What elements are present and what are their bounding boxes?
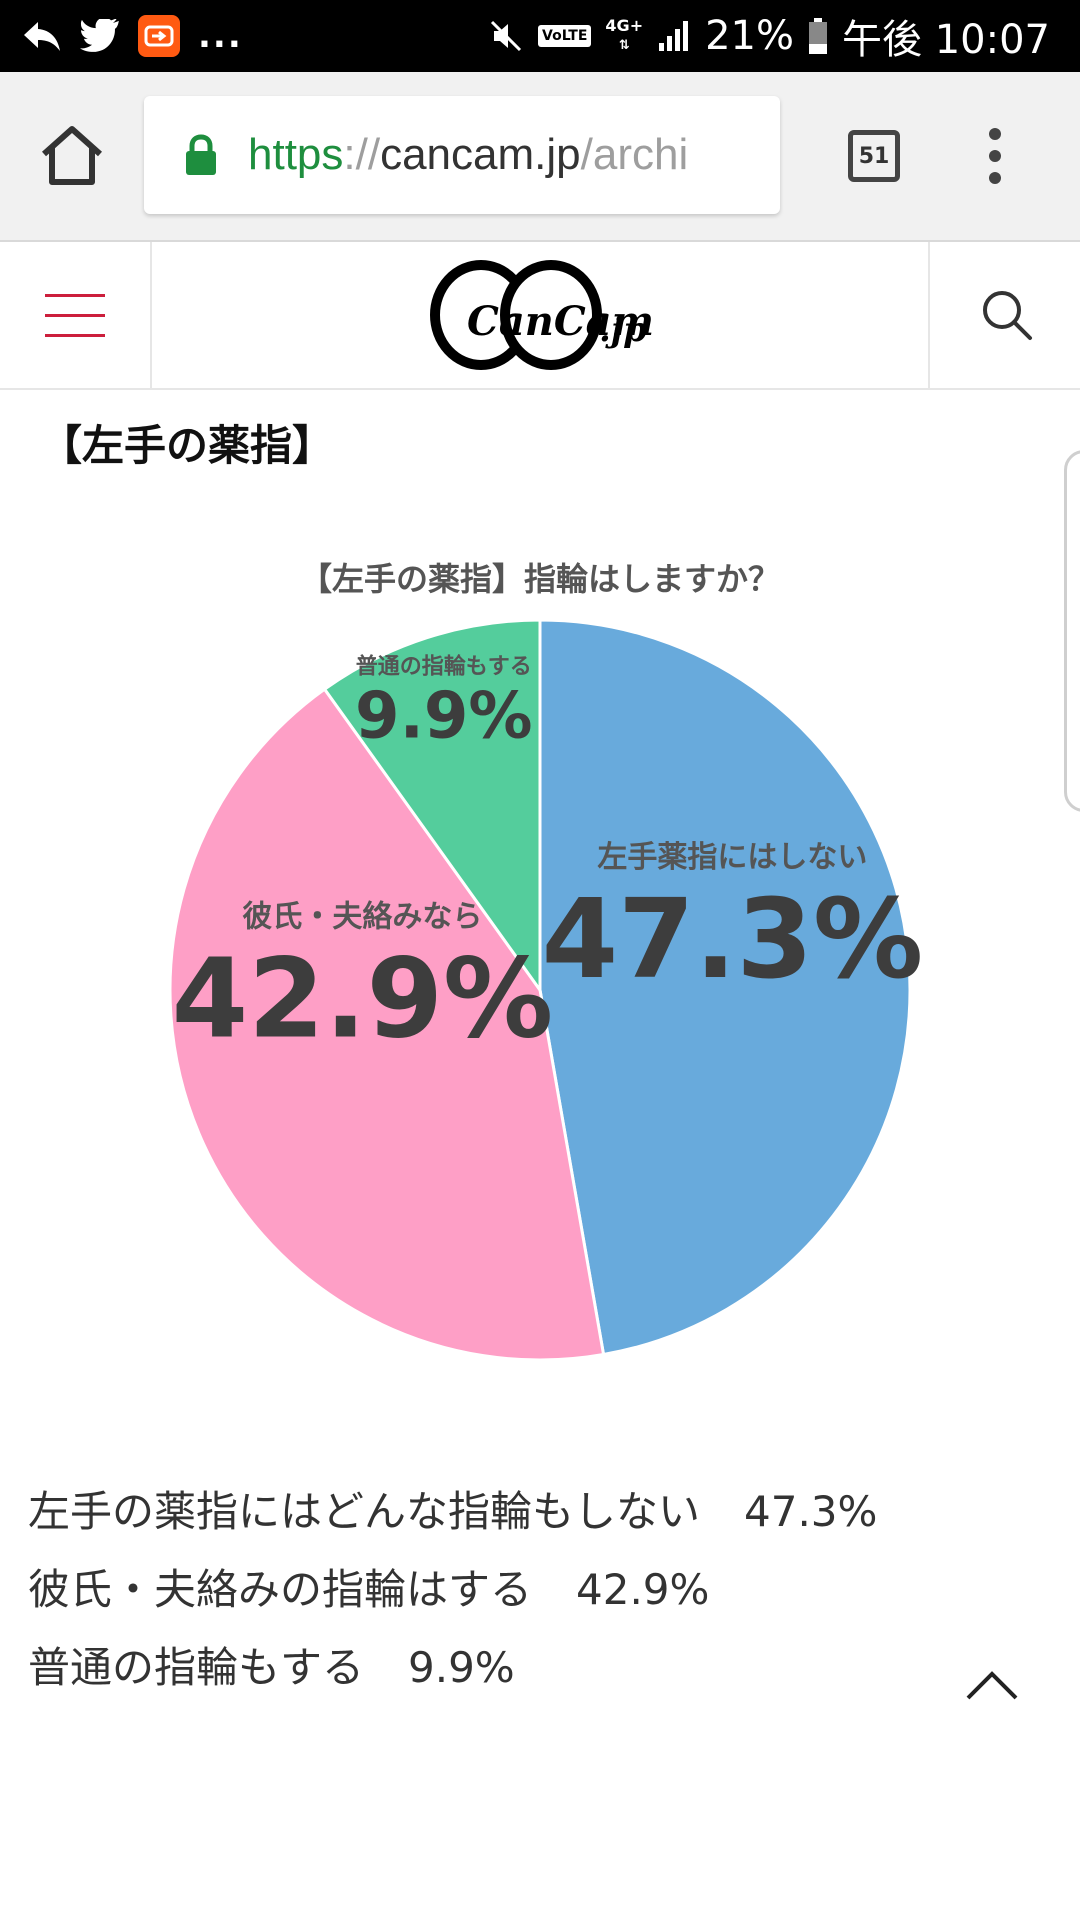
slice-value-3: 9.9% [355, 680, 533, 754]
slice-label-3: 普通の指輪もする [356, 654, 532, 680]
pie-chart: 【左手の薬指】指輪はしますか？ 左手薬指にはしない 47.3% 彼氏・夫絡みなら 42.… [0, 540, 1080, 1362]
url-text: https://cancam.jp/archi [248, 130, 689, 179]
result-percent: 42.9% [576, 1565, 710, 1614]
site-logo[interactable]: CanCam .jp [152, 242, 926, 388]
network-type: 4G+ ⇅ [605, 16, 644, 54]
browser-toolbar: https://cancam.jp/archi 51 [0, 72, 1080, 242]
twitter-icon [80, 19, 119, 52]
search-icon [983, 291, 1032, 340]
slice-label-2: 彼氏・夫絡みなら [242, 899, 482, 934]
home-icon[interactable] [36, 124, 108, 188]
section-heading: 【左手の薬指】 [40, 421, 335, 470]
lock-icon [186, 134, 216, 175]
mute-icon [490, 20, 522, 52]
svg-text:.jp: .jp [599, 310, 647, 350]
result-percent: 9.9% [408, 1643, 515, 1692]
clock: 午後 10:07 [842, 17, 1050, 63]
site-header: CanCam .jp [0, 242, 1080, 390]
battery-icon [809, 18, 827, 54]
url-bar[interactable]: https://cancam.jp/archi [144, 96, 780, 214]
slice-label-1: 左手薬指にはしない [597, 840, 867, 875]
hamburger-menu-button[interactable] [0, 242, 152, 388]
overflow-menu-icon[interactable] [980, 124, 1010, 188]
signal-icon [659, 21, 689, 51]
battery-percent: 21% [705, 13, 794, 59]
result-line: 彼氏・夫絡みの指輪はする 42.9% [28, 1556, 709, 1617]
slice-value-1: 47.3% [542, 875, 924, 1003]
chart-title: 【左手の薬指】指輪はしますか？ [300, 560, 780, 598]
notification-more: ... [198, 16, 243, 56]
result-line: 普通の指輪もする 9.9% [28, 1634, 515, 1695]
result-text: 彼氏・夫絡みの指輪はする [28, 1565, 533, 1614]
tab-switcher-button[interactable]: 51 [848, 130, 900, 182]
scroll-to-top-icon[interactable] [962, 1664, 1022, 1704]
result-percent: 47.3% [744, 1487, 878, 1536]
cancam-logo: CanCam .jp [430, 260, 654, 370]
result-text: 普通の指輪もする [28, 1643, 365, 1692]
notification-app-icon [138, 15, 180, 57]
reply-icon [24, 22, 60, 51]
status-bar: ... VoLTE 4G+ ⇅ 21% 午後 10:07 [0, 0, 1080, 72]
search-button[interactable] [928, 242, 1080, 388]
pie-slice-2 [168, 687, 606, 1362]
volte-badge: VoLTE [538, 25, 592, 47]
result-text: 左手の薬指にはどんな指輪もしない [28, 1487, 701, 1536]
slice-value-2: 42.9% [172, 934, 554, 1062]
pie-slice-1 [538, 618, 912, 1357]
svg-text:CanCam: CanCam [467, 298, 654, 345]
pie-slice-3 [322, 618, 542, 995]
result-line: 左手の薬指にはどんな指輪もしない 47.3% [28, 1478, 877, 1539]
